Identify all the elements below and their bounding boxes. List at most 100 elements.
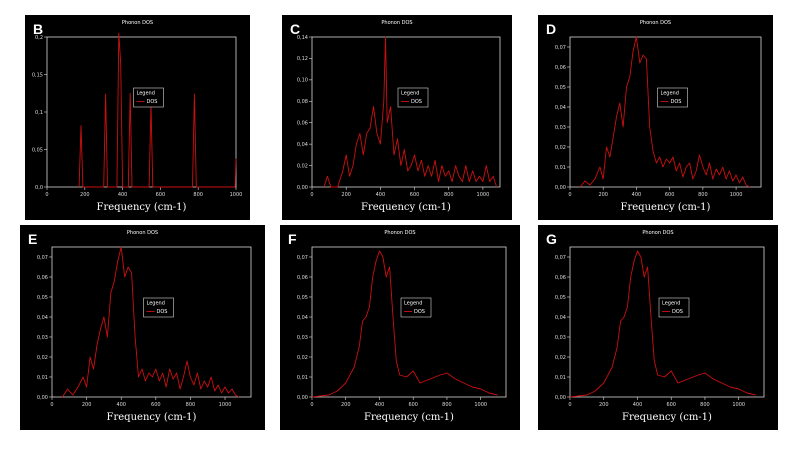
x-tick-label: 200 — [599, 402, 609, 408]
y-tick-label: 0,06 — [555, 275, 566, 281]
x-tick-label: 0 — [45, 192, 48, 198]
x-tick-label: 800 — [442, 402, 452, 408]
y-tick-label: 0,07 — [297, 255, 308, 261]
y-tick-label: 0,00 — [297, 395, 308, 401]
y-tick-label: 0,01 — [297, 375, 308, 381]
dos-series-line — [579, 36, 750, 188]
y-tick-label: 0,01 — [555, 375, 566, 381]
y-tick-label: 0,1 — [35, 110, 43, 116]
chart-panel-c: C Phonon DOS 0,00 0,02 0,04 0,06 0,08 0,10 0,12… — [282, 15, 512, 220]
x-axis-label: Frequency (cm-1) — [107, 412, 197, 423]
x-tick-label: 400 — [376, 192, 386, 198]
legend-title: Legend — [137, 91, 155, 97]
dos-series-line — [62, 246, 240, 398]
legend-box — [657, 87, 688, 108]
chart-title: Phonon DOS — [127, 230, 158, 236]
y-tick-label: 0,04 — [555, 105, 566, 111]
y-tick-label: 0,05 — [297, 295, 308, 301]
dos-series-line — [78, 32, 237, 188]
y-tick-label: 0,06 — [37, 275, 48, 281]
x-tick-label: 0 — [310, 402, 313, 408]
dos-series-line — [323, 36, 498, 188]
legend-title: Legend — [404, 301, 422, 307]
x-tick-label: 800 — [698, 192, 708, 198]
y-tick-label: 0,02 — [555, 145, 566, 151]
dos-series-line — [311, 250, 498, 398]
y-tick-label: 0,02 — [297, 355, 308, 361]
y-tick-label: 0,00 — [297, 185, 308, 191]
y-tick-label: 0,03 — [37, 335, 48, 341]
panel-letter-b: B — [33, 21, 44, 37]
y-tick-label: 0,01 — [37, 375, 48, 381]
chart-c-svg: Phonon DOS 0,00 0,02 0,04 0,06 0,08 0,10 0,12 0,… — [297, 20, 501, 213]
legend-entry-dos: DOS — [157, 309, 168, 315]
plot-frame — [569, 246, 765, 398]
chart-panel-e: E Phonon DOS 0,00 0,01 0,02 0,03 0,04 0,05 0,06… — [20, 225, 265, 430]
y-tick-label: 0,03 — [555, 335, 566, 341]
plot-frame — [51, 246, 252, 398]
x-axis-label: Frequency (cm-1) — [361, 202, 451, 213]
x-axis-label: Frequency (cm-1) — [97, 202, 187, 213]
x-tick-label: 1000 — [732, 402, 745, 408]
x-axis-label: Frequency (cm-1) — [621, 202, 711, 213]
chart-panel-g: G Phonon DOS 0,00 0,01 0,02 0,03 0,04 0,05 0,06… — [538, 225, 778, 430]
chart-e-svg: Phonon DOS 0,00 0,01 0,02 0,03 0,04 0,05 0,06 0,… — [37, 230, 252, 423]
x-tick-label: 600 — [666, 402, 676, 408]
panel-letter-c: C — [290, 21, 301, 37]
y-tick-label: 0,00 — [555, 395, 566, 401]
x-tick-label: 600 — [151, 402, 161, 408]
x-tick-label: 200 — [82, 402, 92, 408]
legend-box — [658, 297, 690, 318]
y-tick-label: 0,04 — [555, 315, 566, 321]
y-tick-label: 0,00 — [555, 185, 566, 191]
y-tick-label: 0,05 — [555, 295, 566, 301]
chart-title: Phonon DOS — [381, 20, 412, 26]
chart-title: Phonon DOS — [384, 230, 415, 236]
y-tick-label: 0,02 — [297, 163, 308, 169]
y-tick-label: 0,05 — [555, 85, 566, 91]
y-tick-label: 0,02 — [37, 355, 48, 361]
x-tick-label: 600 — [408, 402, 418, 408]
plot-frame — [46, 36, 237, 188]
x-tick-label: 400 — [375, 402, 385, 408]
x-tick-label: 1000 — [730, 192, 743, 198]
x-tick-label: 400 — [118, 192, 128, 198]
y-tick-label: 0,08 — [297, 99, 308, 105]
legend-entry-dos: DOS — [671, 99, 682, 105]
y-tick-label: 0,06 — [297, 275, 308, 281]
legend-title: Legend — [662, 301, 680, 307]
plot-frame — [311, 246, 507, 398]
x-tick-label: 400 — [633, 402, 643, 408]
legend-entry-dos: DOS — [414, 309, 425, 315]
legend-title: Legend — [147, 301, 165, 307]
chart-g-svg: Phonon DOS 0,00 0,01 0,02 0,03 0,04 0,05 0,06 0,… — [555, 230, 765, 423]
y-tick-label: 0,06 — [297, 121, 308, 127]
x-tick-label: 600 — [156, 192, 166, 198]
y-tick-label: 0,05 — [37, 295, 48, 301]
x-tick-label: 800 — [193, 192, 203, 198]
plot-frame — [569, 36, 762, 188]
y-tick-label: 0,0 — [35, 185, 43, 191]
chart-panel-f: F Phonon DOS 0,00 0,01 0,02 0,03 0,04 0,05 0,06… — [280, 225, 520, 430]
y-tick-label: 0,06 — [555, 65, 566, 71]
y-tick-label: 0,15 — [32, 72, 43, 78]
plot-frame — [311, 36, 501, 188]
panel-letter-d: D — [546, 21, 557, 37]
legend-entry-dos: DOS — [672, 309, 683, 315]
y-tick-label: 0,03 — [555, 125, 566, 131]
chart-title: Phonon DOS — [122, 20, 153, 26]
chart-panel-d: D Phonon DOS 0,00 0,01 0,02 0,03 0,04 0,05 0,06… — [538, 15, 773, 220]
y-tick-label: 0,10 — [297, 78, 308, 84]
y-tick-label: 0,01 — [555, 165, 566, 171]
chart-title: Phonon DOS — [642, 230, 673, 236]
x-tick-label: 200 — [341, 192, 351, 198]
x-tick-label: 200 — [341, 402, 351, 408]
chart-title: Phonon DOS — [640, 20, 671, 26]
y-tick-label: 0,04 — [297, 142, 308, 148]
y-tick-label: 0,07 — [37, 255, 48, 261]
x-tick-label: 400 — [116, 402, 126, 408]
legend-box — [400, 297, 432, 318]
y-tick-label: 0,14 — [297, 35, 308, 41]
legend-box — [397, 87, 429, 108]
x-tick-label: 200 — [598, 192, 608, 198]
